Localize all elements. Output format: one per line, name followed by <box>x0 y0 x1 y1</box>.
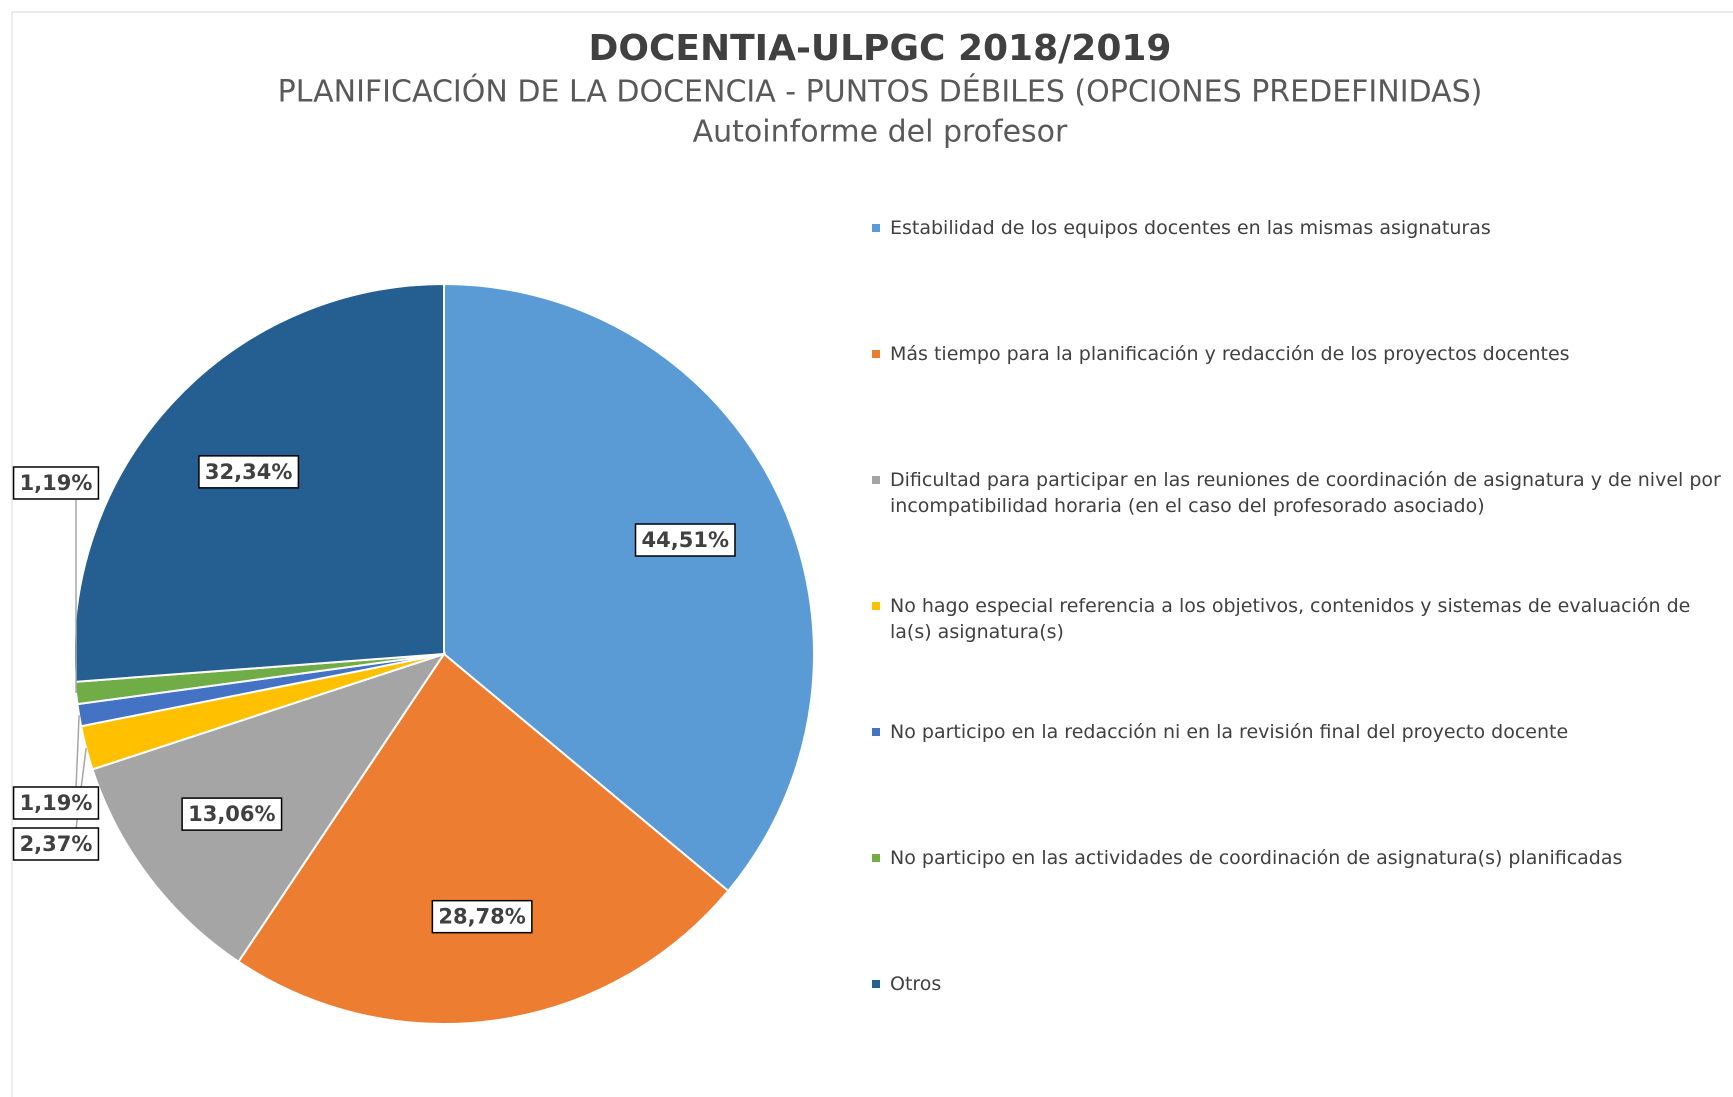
data-label: 1,19% <box>20 471 93 495</box>
legend-label: No participo en las actividades de coord… <box>890 847 1623 869</box>
legend-label: Estabilidad de los equipos docentes en l… <box>890 217 1491 239</box>
data-label: 28,78% <box>438 905 525 929</box>
legend-swatch <box>872 350 880 358</box>
legend-swatch <box>872 854 880 862</box>
legend-swatch <box>872 728 880 736</box>
legend-label: Dificultad para participar en las reunio… <box>890 469 1721 517</box>
legend-swatch <box>872 602 880 610</box>
data-label-box <box>12 827 100 861</box>
chart-subtitle: PLANIFICACIÓN DE LA DOCENCIA - PUNTOS DÉ… <box>278 73 1483 110</box>
pie-slice <box>443 282 815 893</box>
chart-subtitle: Autoinforme del profesor <box>693 115 1068 150</box>
data-label: 32,34% <box>205 460 292 484</box>
legend-item: Estabilidad de los equipos docentes en l… <box>872 215 1732 241</box>
data-label-box <box>181 797 283 831</box>
data-label-box <box>12 466 100 500</box>
data-label: 1,19% <box>20 791 93 815</box>
legend-item: No hago especial referencia a los objeti… <box>872 593 1732 645</box>
leader-line <box>75 715 80 789</box>
pie-slice <box>237 652 730 1025</box>
legend-item: No participo en la redacción ni en la re… <box>872 719 1732 745</box>
data-label-box <box>634 523 736 557</box>
data-label: 44,51% <box>642 528 729 552</box>
legend-item: Dificultad para participar en las reunio… <box>872 467 1732 519</box>
data-label-box <box>12 786 100 820</box>
data-label-box <box>431 899 533 934</box>
legend-swatch <box>872 224 880 232</box>
legend-label: No hago especial referencia a los objeti… <box>890 595 1691 643</box>
legend-item: Otros <box>872 971 1732 997</box>
chart-title: DOCENTIA-ULPGC 2018/2019 <box>589 28 1172 69</box>
data-label: 2,37% <box>20 832 93 856</box>
legend-item: Más tiempo para la planificación y redac… <box>872 341 1732 367</box>
legend-label: Más tiempo para la planificación y redac… <box>890 343 1570 365</box>
legend-label: Otros <box>890 973 942 995</box>
legend-item: No participo en las actividades de coord… <box>872 845 1732 871</box>
data-label: 13,06% <box>188 802 275 826</box>
data-label-box <box>198 455 300 489</box>
legend-swatch <box>872 980 880 988</box>
legend-swatch <box>872 476 880 484</box>
legend-label: No participo en la redacción ni en la re… <box>890 721 1569 743</box>
